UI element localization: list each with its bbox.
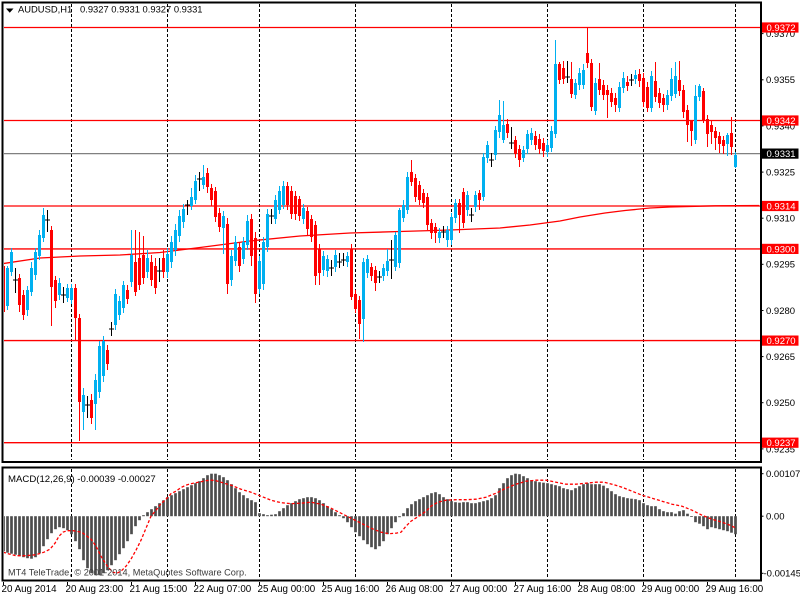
svg-text:0.9250: 0.9250 (766, 398, 795, 409)
svg-text:0.9355: 0.9355 (766, 75, 795, 86)
svg-text:25 Aug 00:00: 25 Aug 00:00 (258, 584, 316, 595)
svg-text:26 Aug 08:00: 26 Aug 08:00 (386, 584, 444, 595)
svg-text:0.9327 0.9331 0.9327 0.9331: 0.9327 0.9331 0.9327 0.9331 (80, 3, 203, 14)
svg-text:MACD(12,26,9) -0.00039 -0.0002: MACD(12,26,9) -0.00039 -0.00027 (8, 474, 156, 485)
svg-text:0.00107: 0.00107 (766, 469, 800, 480)
svg-text:29 Aug 16:00: 29 Aug 16:00 (706, 584, 764, 595)
svg-text:22 Aug 07:00: 22 Aug 07:00 (194, 584, 252, 595)
svg-text:0.9295: 0.9295 (766, 260, 795, 271)
svg-text:-0.00145: -0.00145 (764, 569, 800, 580)
svg-text:0.9237: 0.9237 (767, 438, 796, 449)
svg-text:21 Aug 15:00: 21 Aug 15:00 (130, 584, 188, 595)
svg-text:0.9342: 0.9342 (767, 116, 796, 127)
svg-text:0.9331: 0.9331 (767, 149, 796, 160)
svg-text:MT4 TeleTrade, © 2001-2014, Me: MT4 TeleTrade, © 2001-2014, MetaQuotes S… (8, 568, 247, 578)
svg-text:0.9310: 0.9310 (766, 214, 795, 225)
svg-text:0.9370: 0.9370 (766, 29, 795, 40)
svg-text:0.9270: 0.9270 (767, 336, 796, 347)
svg-text:28 Aug 08:00: 28 Aug 08:00 (578, 584, 636, 595)
svg-text:27 Aug 00:00: 27 Aug 00:00 (450, 584, 508, 595)
svg-text:0.9372: 0.9372 (767, 23, 796, 34)
svg-text:0.9300: 0.9300 (767, 244, 796, 255)
svg-text:0.9265: 0.9265 (766, 352, 795, 363)
svg-text:0.9235: 0.9235 (766, 444, 795, 455)
svg-text:0.9325: 0.9325 (766, 168, 795, 179)
svg-text:0.9314: 0.9314 (767, 201, 796, 212)
svg-text:AUDUSD,H1: AUDUSD,H1 (18, 3, 72, 14)
svg-text:27 Aug 16:00: 27 Aug 16:00 (514, 584, 572, 595)
svg-text:0.00: 0.00 (766, 512, 785, 523)
svg-text:0.9340: 0.9340 (766, 121, 795, 132)
svg-text:25 Aug 16:00: 25 Aug 16:00 (322, 584, 380, 595)
svg-text:29 Aug 00:00: 29 Aug 00:00 (642, 584, 700, 595)
svg-text:20 Aug 2014: 20 Aug 2014 (2, 584, 58, 595)
svg-text:20 Aug 23:00: 20 Aug 23:00 (66, 584, 124, 595)
svg-text:0.9280: 0.9280 (766, 306, 795, 317)
